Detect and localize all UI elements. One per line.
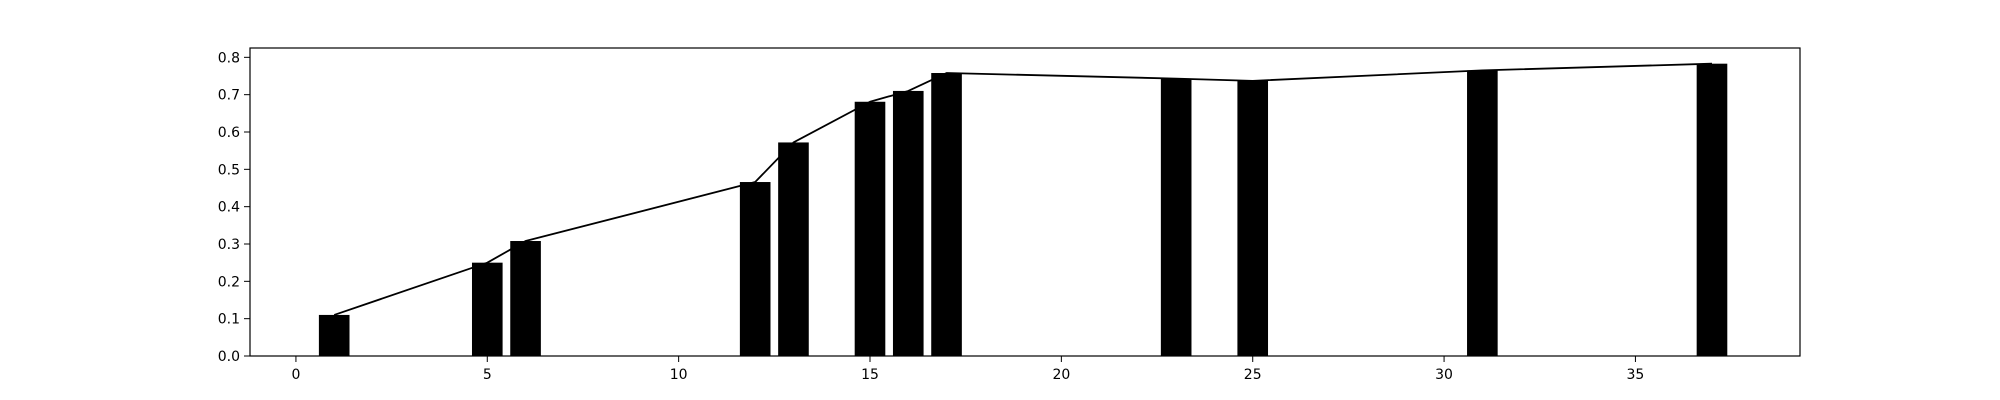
bar-1 — [318, 314, 350, 356]
x-tick-label-25: 25 — [1244, 367, 1262, 383]
x-tick-label-5: 5 — [483, 367, 492, 383]
bar-37 — [1696, 63, 1728, 357]
y-tick-label-0.6: 0.6 — [218, 125, 240, 141]
line-series — [333, 62, 1713, 316]
axes-frame — [249, 47, 1801, 357]
bar-25 — [1237, 80, 1269, 356]
x-axis-ticks: 0 5 10 15 20 25 30 35 — [291, 356, 1644, 383]
x-tick-label-20: 20 — [1052, 367, 1070, 383]
bar-12 — [739, 182, 771, 356]
y-tick-label-0.3: 0.3 — [218, 237, 240, 253]
x-tick-label-0: 0 — [291, 367, 300, 383]
y-tick-label-0.0: 0.0 — [218, 349, 240, 365]
line-layer — [333, 62, 1713, 316]
x-tick-label-30: 30 — [1435, 367, 1453, 383]
y-tick-label-0.5: 0.5 — [218, 162, 240, 178]
x-tick-label-10: 10 — [670, 367, 688, 383]
y-tick-label-0.7: 0.7 — [218, 88, 240, 104]
plot-area — [250, 48, 1800, 356]
x-tick-label-15: 15 — [861, 367, 879, 383]
y-tick-label-0.1: 0.1 — [218, 312, 240, 328]
y-tick-label-0.4: 0.4 — [218, 200, 240, 216]
y-axis-ticks: 0.0 0.1 0.2 0.3 0.4 0.5 0.6 0.7 0.8 — [218, 50, 250, 365]
y-tick-label-0.8: 0.8 — [218, 50, 240, 66]
bar-16 — [892, 90, 924, 357]
bar-31 — [1467, 70, 1498, 357]
bar-23 — [1160, 78, 1192, 357]
x-tick-label-35: 35 — [1627, 367, 1645, 383]
bar-17 — [931, 73, 962, 356]
axes-layer — [249, 47, 1801, 357]
bar-13 — [778, 142, 809, 356]
y-tick-label-0.2: 0.2 — [218, 274, 240, 290]
bar-6 — [510, 241, 541, 356]
bars-layer — [318, 63, 1728, 357]
bar-5 — [471, 262, 503, 356]
bar-15 — [854, 101, 886, 356]
